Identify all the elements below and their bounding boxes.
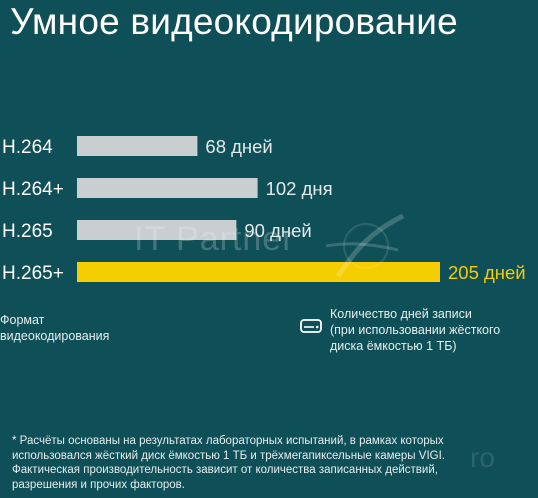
days-label-line: Количество дней записи [330, 307, 472, 321]
bar-h-265-plus [77, 262, 440, 282]
category-label: H.264+ [2, 179, 64, 200]
bar-h-265 [77, 220, 237, 240]
category-label: H.264 [2, 137, 53, 158]
format-label-line: видеокодирования [0, 329, 110, 343]
data-label: 102 дня [266, 178, 333, 199]
bar-chart: H.264 68 дней H.264+ 102 дня H.265 90 дней H.2… [2, 136, 526, 284]
data-label: 205 дней [448, 262, 526, 283]
days-axis-note: Количество дней записи (при использовани… [300, 306, 500, 354]
days-label: Количество дней записи (при использовани… [330, 306, 500, 354]
bar-h-264-plus [77, 178, 258, 198]
footnote-line: Фактическая производительность зависит о… [12, 464, 438, 476]
format-axis-label: Формат видеокодирования [0, 312, 109, 344]
format-label-line: Формат [0, 313, 45, 327]
footnote: * Расчёты основаны на результатах лабора… [12, 434, 532, 492]
page-title: Умное видеокодирование [10, 1, 458, 42]
bar-h-264 [77, 136, 198, 156]
watermark-logo-icon [325, 213, 405, 278]
footnote-line: * Расчёты основаны на результатах лабора… [12, 435, 444, 447]
days-label-line: диска ёмкостью 1 ТБ) [330, 339, 457, 353]
footnote-line: разрешения и прочих факторов. [12, 478, 185, 491]
category-label: H.265 [2, 221, 53, 242]
watermark-text: IT Partner [134, 220, 295, 258]
hard-drive-icon [300, 319, 322, 333]
category-label: H.265+ [2, 263, 64, 284]
data-label: 90 дней [244, 220, 311, 241]
days-label-line: (при использовании жёсткого [330, 323, 501, 337]
watermark-right-text: ro [470, 442, 495, 473]
data-label: 68 дней [205, 136, 272, 157]
footnote-line: использовался жёсткий диск ёмкостью 1 ТБ… [12, 449, 445, 462]
